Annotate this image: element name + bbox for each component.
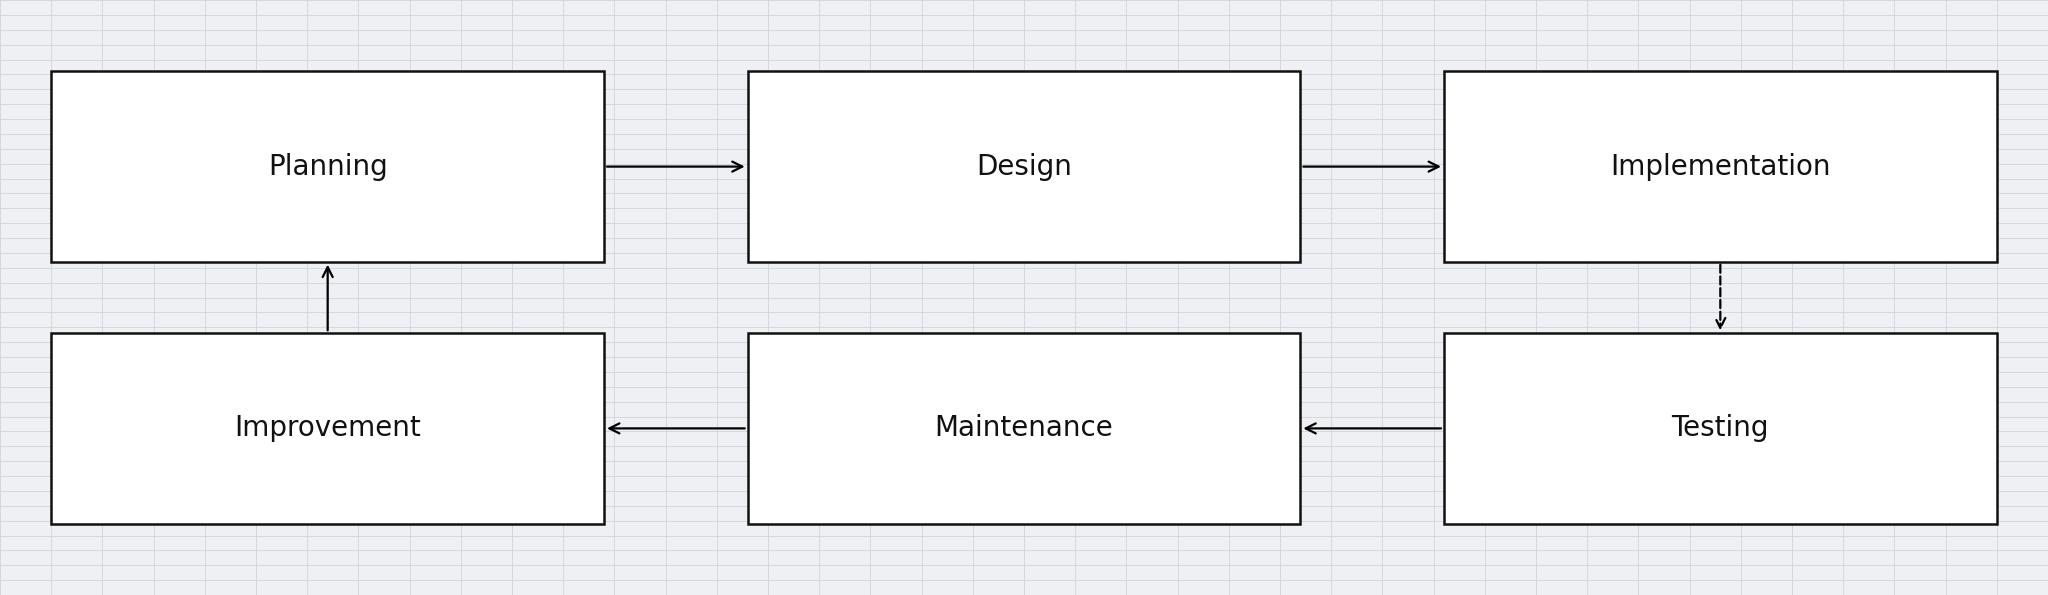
- Bar: [51, 333, 604, 524]
- FancyArrowPatch shape: [324, 267, 332, 330]
- Bar: [748, 333, 1300, 524]
- FancyArrowPatch shape: [610, 424, 745, 433]
- Text: Implementation: Implementation: [1610, 152, 1831, 181]
- FancyArrowPatch shape: [1716, 265, 1724, 328]
- FancyArrowPatch shape: [606, 162, 741, 171]
- Text: Planning: Planning: [268, 152, 387, 181]
- Bar: [1444, 333, 1997, 524]
- Text: Improvement: Improvement: [233, 414, 422, 443]
- FancyArrowPatch shape: [1307, 424, 1442, 433]
- Text: Maintenance: Maintenance: [934, 414, 1114, 443]
- Bar: [51, 71, 604, 262]
- Bar: [748, 71, 1300, 262]
- FancyArrowPatch shape: [1303, 162, 1438, 171]
- Text: Design: Design: [977, 152, 1071, 181]
- Bar: [1444, 71, 1997, 262]
- Text: Testing: Testing: [1671, 414, 1769, 443]
